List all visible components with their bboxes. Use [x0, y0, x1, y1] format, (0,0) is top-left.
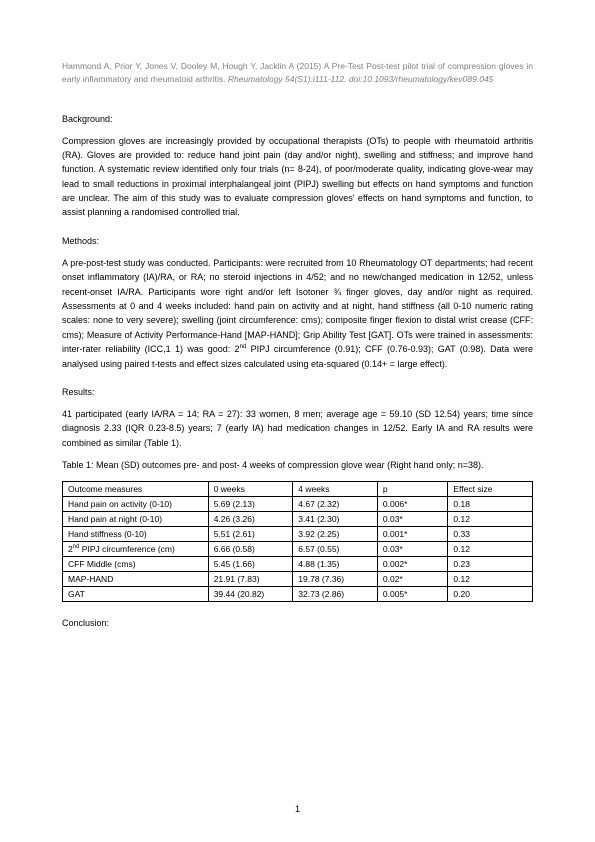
- table-cell: GAT: [63, 586, 209, 601]
- table-row: MAP-HAND21.91 (7.83)19.78 (7.36)0.02*0.1…: [63, 571, 533, 586]
- col-header: 4 weeks: [293, 481, 378, 496]
- table-cell: 0.001*: [377, 526, 448, 541]
- table-cell: Hand pain at night (0-10): [63, 511, 209, 526]
- table-cell: 0.005*: [377, 586, 448, 601]
- col-header: Outcome measures: [63, 481, 209, 496]
- para-background: Compression gloves are increasingly prov…: [62, 134, 533, 220]
- table-cell: 0.18: [448, 496, 533, 511]
- table-cell: 0.002*: [377, 556, 448, 571]
- table-cell: 3.41 (2.30): [293, 511, 378, 526]
- table-cell: 0.006*: [377, 496, 448, 511]
- col-header: 0 weeks: [208, 481, 293, 496]
- col-header: Effect size: [448, 481, 533, 496]
- table-cell: 0.12: [448, 511, 533, 526]
- table-cell: 0.12: [448, 571, 533, 586]
- table-cell: 4.26 (3.26): [208, 511, 293, 526]
- table-cell: Hand pain on activity (0-10): [63, 496, 209, 511]
- citation-block: Hammond A, Prior Y, Jones V, Dooley M, H…: [62, 60, 533, 86]
- methods-body-a: A pre-post-test study was conducted. Par…: [62, 258, 533, 354]
- table-cell: 19.78 (7.36): [293, 571, 378, 586]
- table-cell: 0.03*: [377, 511, 448, 526]
- table-cell: 0.20: [448, 586, 533, 601]
- page-container: Hammond A, Prior Y, Jones V, Dooley M, H…: [0, 0, 595, 678]
- table-caption: Table 1: Mean (SD) outcomes pre- and pos…: [62, 458, 533, 472]
- table-cell: 4.67 (2.32): [293, 496, 378, 511]
- table-cell: 5.69 (2.13): [208, 496, 293, 511]
- col-header: p: [377, 481, 448, 496]
- heading-conclusion: Conclusion:: [62, 618, 533, 628]
- table-cell: 3.92 (2.25): [293, 526, 378, 541]
- heading-results: Results:: [62, 387, 533, 397]
- table-cell: 5.51 (2.61): [208, 526, 293, 541]
- table-header-row: Outcome measures 0 weeks 4 weeks p Effec…: [63, 481, 533, 496]
- table-cell: 39.44 (20.82): [208, 586, 293, 601]
- table-cell: Hand stiffness (0-10): [63, 526, 209, 541]
- table-cell: 4.88 (1.35): [293, 556, 378, 571]
- para-results: 41 participated (early IA/RA = 14; RA = …: [62, 407, 533, 450]
- table-row: Hand stiffness (0-10)5.51 (2.61)3.92 (2.…: [63, 526, 533, 541]
- table-cell: 0.03*: [377, 541, 448, 556]
- table-cell: 0.12: [448, 541, 533, 556]
- table-cell: CFF Middle (cms): [63, 556, 209, 571]
- table-row: CFF Middle (cms)5.45 (1.66)4.88 (1.35)0.…: [63, 556, 533, 571]
- citation-journal: Rheumatology 54(S1):i111-112. doi:10.109…: [228, 74, 494, 84]
- heading-methods: Methods:: [62, 236, 533, 246]
- table-row: Hand pain at night (0-10)4.26 (3.26)3.41…: [63, 511, 533, 526]
- table-body: Hand pain on activity (0-10)5.69 (2.13)4…: [63, 496, 533, 601]
- table-cell: 6.57 (0.55): [293, 541, 378, 556]
- table-row: GAT39.44 (20.82)32.73 (2.86)0.005*0.20: [63, 586, 533, 601]
- table-cell: 2nd PIPJ circumference (cm): [63, 541, 209, 556]
- table-cell: 32.73 (2.86): [293, 586, 378, 601]
- table-cell: 21.91 (7.83): [208, 571, 293, 586]
- results-table: Outcome measures 0 weeks 4 weeks p Effec…: [62, 481, 533, 602]
- table-cell: 0.33: [448, 526, 533, 541]
- table-cell: 5.45 (1.66): [208, 556, 293, 571]
- para-methods: A pre-post-test study was conducted. Par…: [62, 256, 533, 371]
- table-row: 2nd PIPJ circumference (cm)6.66 (0.58)6.…: [63, 541, 533, 556]
- table-cell: 6.66 (0.58): [208, 541, 293, 556]
- heading-background: Background:: [62, 114, 533, 124]
- table-cell: 0.23: [448, 556, 533, 571]
- table-row: Hand pain on activity (0-10)5.69 (2.13)4…: [63, 496, 533, 511]
- page-number: 1: [0, 804, 595, 814]
- table-cell: 0.02*: [377, 571, 448, 586]
- table-cell: MAP-HAND: [63, 571, 209, 586]
